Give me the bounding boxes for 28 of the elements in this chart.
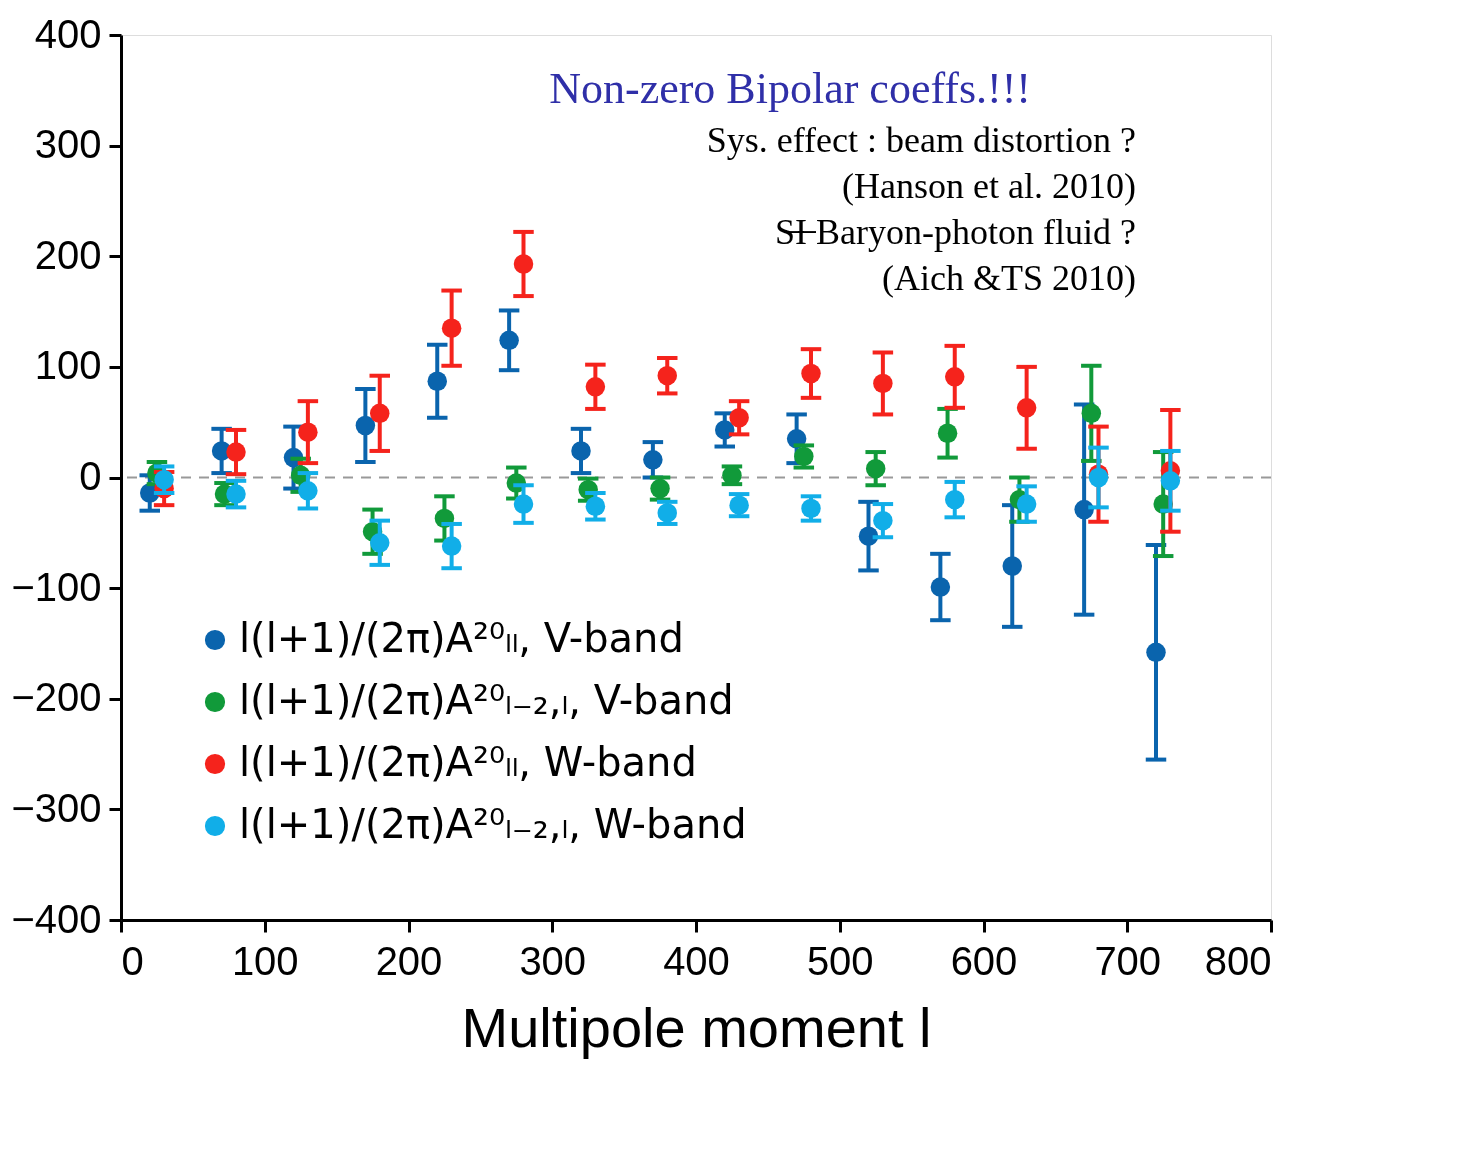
annotation: S̶I̶ Baryon-photon fluid ? [775, 212, 1136, 252]
x-tick-label: 500 [806, 938, 874, 983]
legend-label: l(l+1)/(2π)A²⁰ₗ₋₂,ₗ, V-band [239, 677, 734, 723]
x-tick-label: 0 [121, 938, 144, 983]
y-tick-label: 100 [34, 343, 102, 388]
x-tick-label: 300 [519, 938, 587, 983]
x-tick-label: 100 [231, 938, 299, 983]
x-tick-label: 700 [1094, 938, 1162, 983]
legend-label: l(l+1)/(2π)A²⁰ₗ₋₂,ₗ, W-band [239, 801, 747, 847]
y-tick-label: −300 [11, 785, 102, 830]
legend-label: l(l+1)/(2π)A²⁰ₗₗ, V-band [239, 615, 684, 661]
legend-label: l(l+1)/(2π)A²⁰ₗₗ, W-band [239, 739, 697, 785]
annotation: Non-zero Bipolar coeffs.!!! [549, 64, 1031, 113]
annotation: (Aich &TS 2010) [882, 258, 1136, 298]
y-tick-label: −200 [11, 675, 102, 720]
x-tick-label: 800 [1204, 938, 1272, 983]
annotation: Sys. effect : beam distortion ? [706, 120, 1136, 160]
x-axis-title: Multipole moment l [461, 995, 932, 1059]
x-tick-label: 400 [663, 938, 730, 983]
y-tick-label: 300 [34, 122, 102, 167]
x-tick-label: 600 [950, 938, 1018, 983]
y-tick-label: −100 [11, 564, 102, 609]
y-tick-label: 400 [34, 11, 102, 56]
x-tick-label: 200 [375, 938, 443, 983]
y-tick-label: 200 [34, 232, 102, 277]
annotation: (Hanson et al. 2010) [842, 166, 1136, 206]
y-tick-label: −400 [11, 896, 102, 941]
y-tick-label: 0 [79, 454, 102, 498]
